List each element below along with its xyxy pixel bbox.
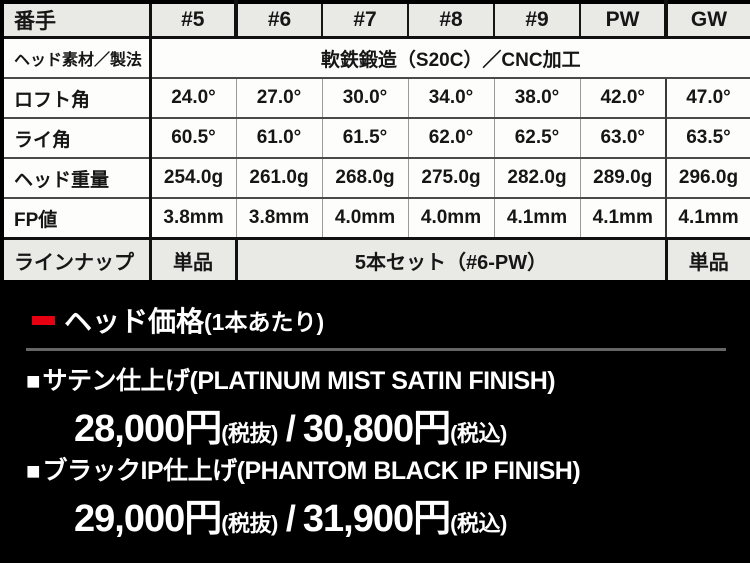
table-header-row: 番手 #5 #6 #7 #8 #9 PW GW bbox=[1, 1, 750, 39]
fp-gw: 4.1mm bbox=[665, 197, 750, 239]
finish-satin-row: ■ サテン仕上げ(PLATINUM MIST SATIN FINISH) bbox=[26, 361, 750, 395]
fp-6: 3.8mm bbox=[235, 197, 323, 239]
row-material: ヘッド素材／製法 軟鉄鍛造（S20C）／CNC加工 bbox=[1, 36, 750, 79]
row-label-loft: ロフト角 bbox=[1, 77, 152, 119]
row-head-weight: ヘッド重量 254.0g 261.0g 268.0g 275.0g 282.0g… bbox=[1, 157, 750, 199]
header-col-9: #9 bbox=[493, 1, 581, 39]
lie-5: 60.5° bbox=[149, 117, 237, 159]
loft-pw: 42.0° bbox=[579, 77, 667, 119]
fp-9: 4.1mm bbox=[493, 197, 581, 239]
header-label-club-number: 番手 bbox=[1, 1, 152, 39]
loft-5: 24.0° bbox=[149, 77, 237, 119]
weight-5: 254.0g bbox=[149, 157, 237, 199]
header-col-8: #8 bbox=[407, 1, 495, 39]
price-satin-incl-label: (税込) bbox=[450, 421, 507, 446]
lineup-single-5: 単品 bbox=[148, 237, 238, 283]
lie-7: 61.5° bbox=[321, 117, 409, 159]
weight-gw: 296.0g bbox=[665, 157, 750, 199]
price-blackip-excl: 29,000円 bbox=[74, 498, 222, 540]
lie-6: 61.0° bbox=[235, 117, 323, 159]
material-value: 軟鉄鍛造（S20C）／CNC加工 bbox=[149, 36, 750, 79]
lie-gw: 63.5° bbox=[665, 117, 750, 159]
row-fp: FP値 3.8mm 3.8mm 4.0mm 4.0mm 4.1mm 4.1mm … bbox=[1, 197, 750, 239]
price-satin-row: 28,000円 (税抜) / 30,800円 (税込) bbox=[74, 397, 750, 450]
fp-7: 4.0mm bbox=[321, 197, 409, 239]
row-lineup: ラインナップ 単品 5本セット（#6-PW） 単品 bbox=[1, 237, 750, 283]
fp-pw: 4.1mm bbox=[579, 197, 667, 239]
loft-8: 34.0° bbox=[407, 77, 495, 119]
lie-8: 62.0° bbox=[407, 117, 495, 159]
row-label-lineup: ラインナップ bbox=[1, 237, 152, 283]
loft-6: 27.0° bbox=[235, 77, 323, 119]
price-blackip-row: 29,000円 (税抜) / 31,900円 (税込) bbox=[74, 487, 750, 540]
header-col-gw: GW bbox=[664, 1, 750, 39]
lineup-single-gw: 単品 bbox=[664, 237, 750, 283]
pricing-heading-row: ヘッド価格 (1本あたり) bbox=[32, 302, 750, 338]
header-col-7: #7 bbox=[321, 1, 409, 39]
price-satin-excl-label: (税抜) bbox=[221, 421, 278, 446]
finish-blackip-row: ■ ブラックIP仕上げ(PHANTOM BLACK IP FINISH) bbox=[26, 451, 750, 485]
price-satin-excl: 28,000円 bbox=[74, 408, 222, 450]
pricing-heading-suffix: (1本あたり) bbox=[204, 309, 325, 335]
red-dash-icon bbox=[32, 315, 55, 325]
header-col-6: #6 bbox=[234, 1, 323, 39]
weight-7: 268.0g bbox=[321, 157, 409, 199]
loft-7: 30.0° bbox=[321, 77, 409, 119]
row-lie: ライ角 60.5° 61.0° 61.5° 62.0° 62.5° 63.0° … bbox=[1, 117, 750, 159]
loft-9: 38.0° bbox=[493, 77, 581, 119]
weight-pw: 289.0g bbox=[579, 157, 667, 199]
price-blackip-incl-label: (税込) bbox=[450, 511, 507, 536]
fp-5: 3.8mm bbox=[149, 197, 237, 239]
lie-9: 62.5° bbox=[493, 117, 581, 159]
weight-6: 261.0g bbox=[235, 157, 323, 199]
loft-gw: 47.0° bbox=[665, 77, 750, 119]
square-bullet-icon: ■ bbox=[26, 368, 41, 395]
header-col-pw: PW bbox=[579, 1, 667, 39]
row-label-lie: ライ角 bbox=[1, 117, 152, 159]
section-divider bbox=[26, 348, 726, 351]
pricing-section: ヘッド価格 (1本あたり) ■ サテン仕上げ(PLATINUM MIST SAT… bbox=[0, 284, 750, 540]
header-col-5: #5 bbox=[149, 1, 237, 39]
lineup-set: 5本セット（#6-PW） bbox=[234, 237, 668, 283]
square-bullet-icon: ■ bbox=[26, 458, 41, 485]
row-label-fp: FP値 bbox=[1, 197, 152, 239]
spec-table: 番手 #5 #6 #7 #8 #9 PW GW ヘッド素材／製法 軟鉄鍛造（S2… bbox=[0, 0, 750, 284]
price-blackip-excl-label: (税抜) bbox=[221, 511, 278, 536]
pricing-heading: ヘッド価格 bbox=[64, 306, 205, 337]
row-loft: ロフト角 24.0° 27.0° 30.0° 34.0° 38.0° 42.0°… bbox=[1, 77, 750, 119]
price-separator: / bbox=[285, 408, 296, 449]
row-label-head-weight: ヘッド重量 bbox=[1, 157, 152, 199]
weight-8: 275.0g bbox=[407, 157, 495, 199]
finish-blackip-name: ブラックIP仕上げ(PHANTOM BLACK IP FINISH) bbox=[42, 457, 581, 485]
finish-satin-name: サテン仕上げ(PLATINUM MIST SATIN FINISH) bbox=[42, 367, 556, 395]
weight-9: 282.0g bbox=[493, 157, 581, 199]
row-label-material: ヘッド素材／製法 bbox=[1, 36, 152, 79]
price-blackip-incl: 31,900円 bbox=[302, 498, 451, 540]
price-satin-incl: 30,800円 bbox=[302, 408, 451, 450]
price-separator: / bbox=[285, 498, 296, 539]
fp-8: 4.0mm bbox=[407, 197, 495, 239]
lie-pw: 63.0° bbox=[579, 117, 667, 159]
